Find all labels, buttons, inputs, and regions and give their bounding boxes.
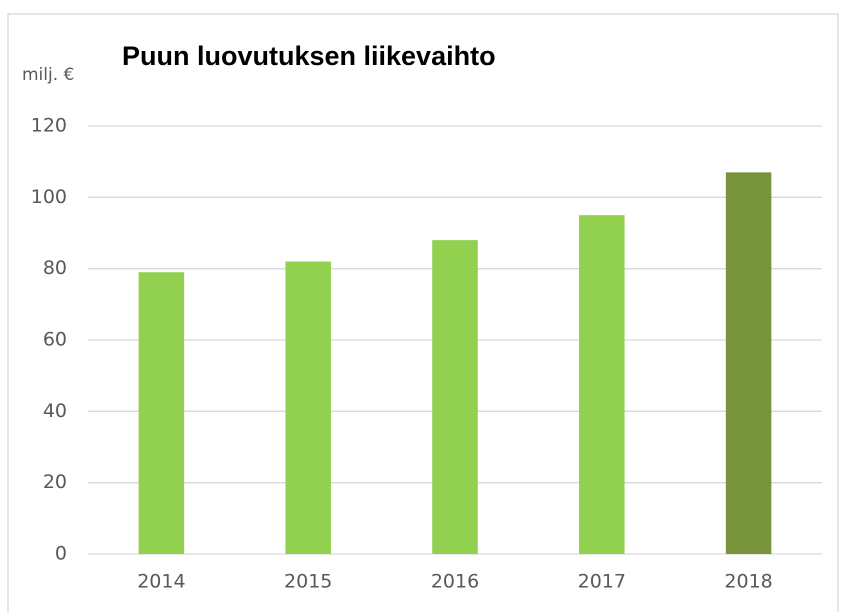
bar [432,240,478,554]
bar [725,172,772,554]
y-axis-label: milj. € [22,65,74,85]
x-tick-label: 2015 [284,571,332,593]
x-tick-label: 2017 [578,571,626,593]
x-tick-label: 2016 [431,571,479,593]
y-tick-label: 0 [55,543,67,565]
y-tick-label: 20 [43,471,67,493]
y-tick-label: 100 [31,186,67,208]
y-tick-label: 80 [43,257,67,279]
bar [138,272,185,554]
y-tick-label: 40 [43,400,67,422]
x-tick-label: 2014 [137,571,185,593]
bar [285,261,331,554]
x-tick-label: 2018 [724,571,772,593]
bar [579,215,625,554]
chart-frame [7,13,839,612]
y-tick-label: 60 [43,329,67,351]
chart-title: Puun luovutuksen liikevaihto [122,41,496,71]
y-tick-label: 120 [31,115,67,137]
